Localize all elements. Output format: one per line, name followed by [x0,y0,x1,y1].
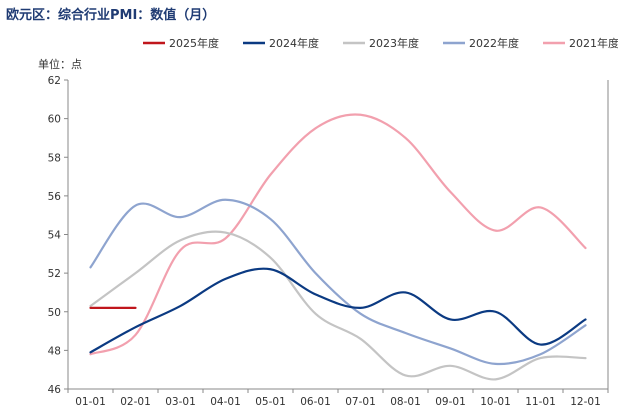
x-tick-label: 11-01 [525,396,556,408]
legend-label: 2021年度 [569,36,618,50]
y-axis-unit-label: 单位：点 [38,58,82,71]
x-tick-label: 06-01 [300,396,331,408]
y-tick-label: 48 [48,345,61,357]
x-tick-label: 04-01 [210,396,241,408]
y-tick-label: 52 [48,268,61,280]
legend: 2025年度 2024年度 2023年度 2022年度 2021年度 [143,36,618,50]
series-line-2024年度 [89,267,587,354]
y-tick-label: 60 [48,114,61,126]
x-tick-label: 05-01 [255,396,286,408]
legend-item: 2022年度 [443,36,519,50]
series-line-2023年度 [89,230,587,381]
legend-label: 2023年度 [369,36,419,50]
x-tick-label: 03-01 [165,396,196,408]
legend-item: 2021年度 [543,36,618,50]
y-axis-ticks: 46 48 50 52 54 56 58 60 62 [48,75,68,396]
x-tick-label: 12-01 [570,396,601,408]
y-tick-label: 54 [48,230,62,242]
y-tick-label: 46 [48,384,62,396]
y-tick-label: 62 [48,75,61,87]
legend-item: 2024年度 [243,36,319,50]
series-lines [89,113,587,381]
series-line-2021年度 [89,113,587,356]
legend-item: 2025年度 [143,36,219,50]
series-line-2022年度 [89,198,587,366]
x-tick-label: 08-01 [390,396,421,408]
x-tick-label: 01-01 [75,396,106,408]
x-tick-label: 02-01 [120,396,151,408]
y-tick-label: 58 [48,152,61,164]
x-tick-label: 07-01 [345,396,376,408]
y-tick-label: 50 [48,307,61,319]
x-tick-label: 10-01 [480,396,511,408]
legend-label: 2025年度 [169,36,219,50]
x-tick-label: 09-01 [435,396,466,408]
legend-label: 2024年度 [269,36,319,50]
legend-label: 2022年度 [469,36,519,50]
y-tick-label: 56 [48,191,62,203]
x-axis-ticks: 01-01 02-01 03-01 04-01 05-01 06-01 07-01 08-01… [67,389,609,408]
legend-item: 2023年度 [343,36,419,50]
chart-title: 欧元区：综合行业PMI：数值（月） [6,8,216,23]
